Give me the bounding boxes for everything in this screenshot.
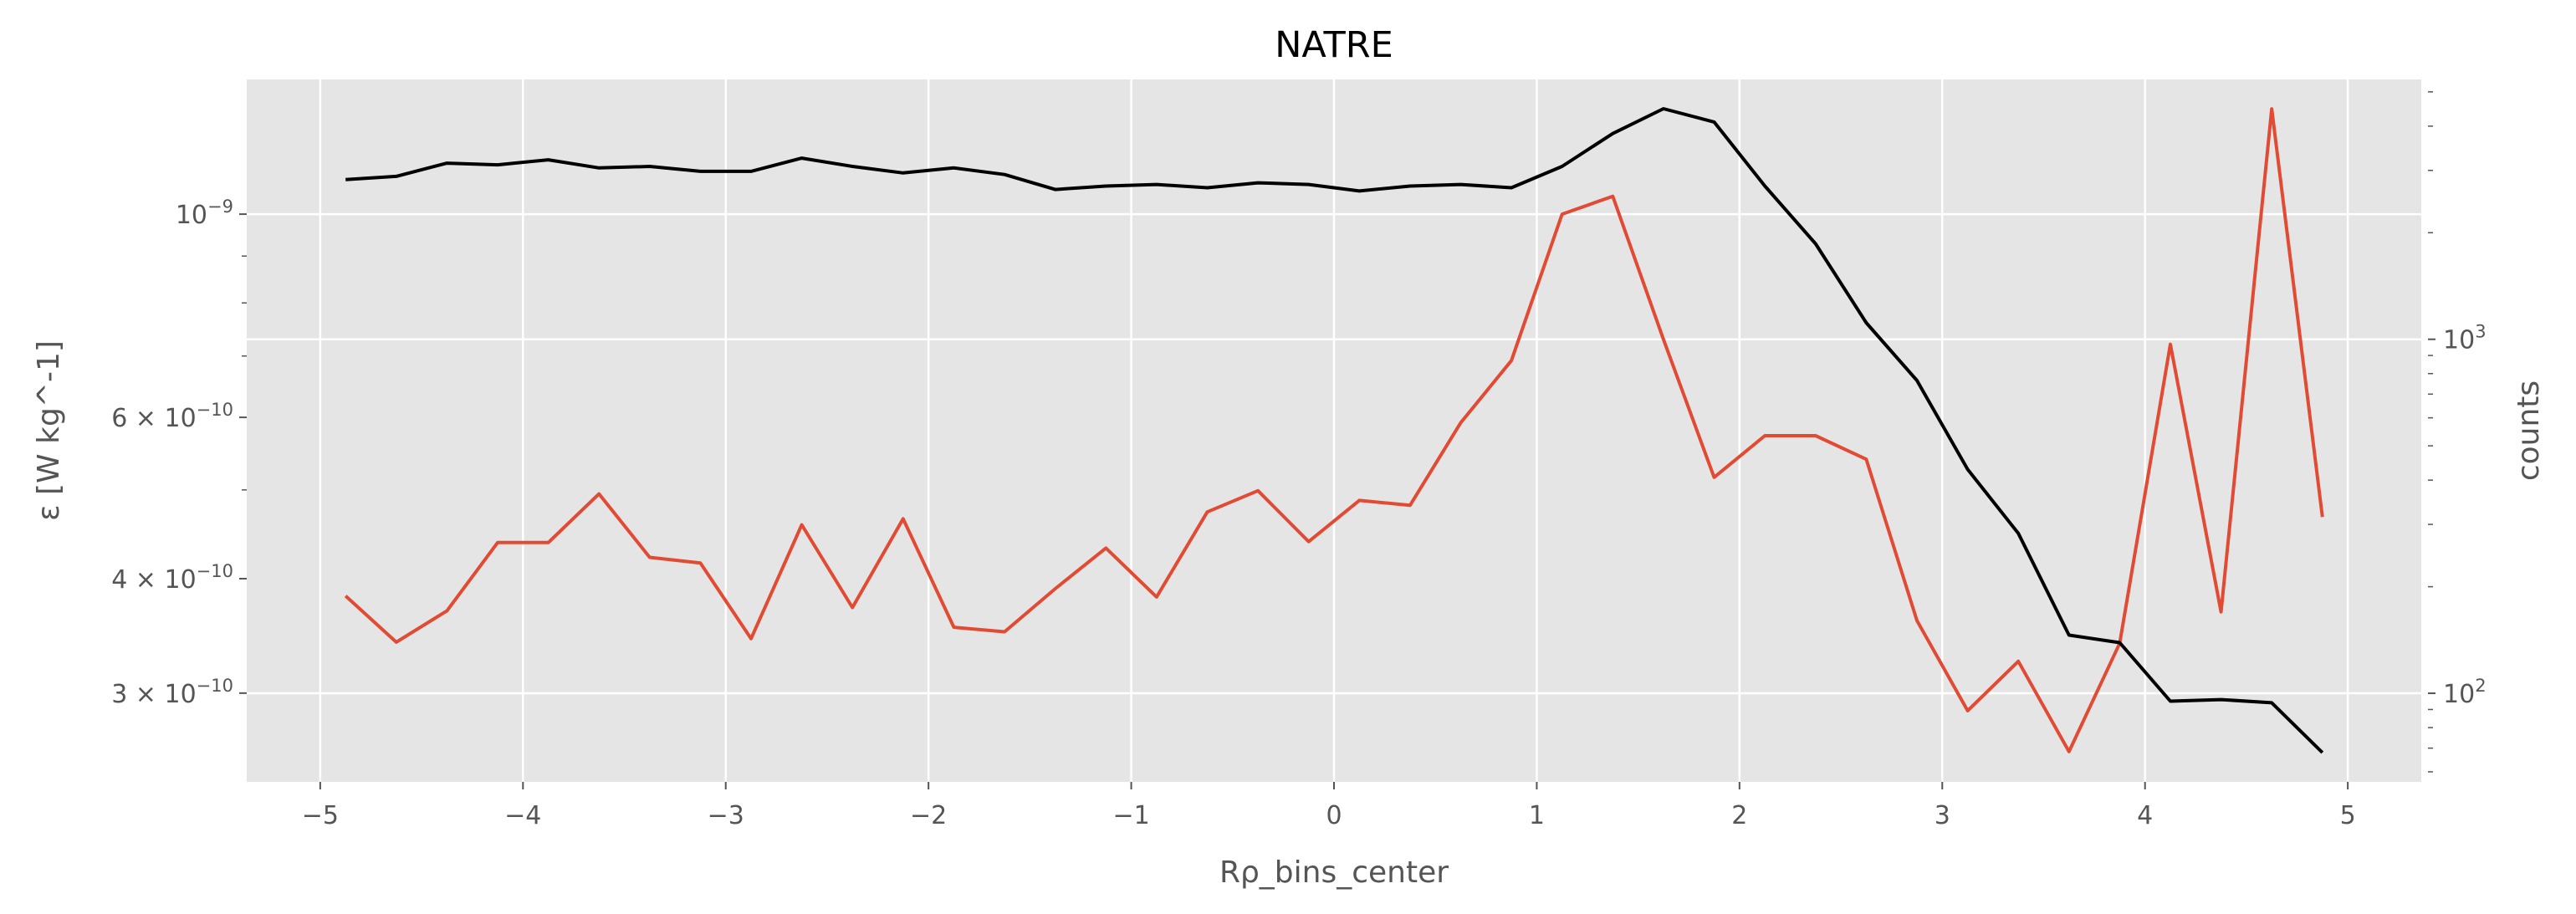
grid bbox=[247, 79, 2421, 782]
x-tick-label: 4 bbox=[2137, 801, 2153, 830]
epsilon-line bbox=[344, 107, 2324, 753]
x-tick-label: −5 bbox=[302, 801, 339, 830]
y-axis-right: 103 102 bbox=[2428, 91, 2487, 773]
x-tick-label: 0 bbox=[1326, 801, 1342, 830]
y-tick-label: 4 × 10−10 bbox=[111, 561, 233, 595]
x-tick-label: −2 bbox=[910, 801, 947, 830]
x-tick-label: 1 bbox=[1529, 801, 1545, 830]
x-tick-label: 2 bbox=[1731, 801, 1747, 830]
counts-line bbox=[345, 107, 2324, 754]
y-axis-label: ε [W kg^-1] bbox=[32, 340, 66, 521]
y-tick-label: 10−9 bbox=[176, 197, 233, 230]
y-tick-label: 6 × 10−10 bbox=[111, 400, 233, 433]
x-tick-label: −1 bbox=[1112, 801, 1149, 830]
y2-axis-label: counts bbox=[2512, 380, 2546, 481]
x-tick-label: 5 bbox=[2340, 801, 2356, 830]
x-tick-label: −4 bbox=[504, 801, 541, 830]
y2-tick-label: 102 bbox=[2443, 676, 2487, 709]
series-lines bbox=[344, 107, 2324, 754]
x-axis-label: Rρ_bins_center bbox=[1219, 855, 1449, 890]
y-tick-label: 3 × 10−10 bbox=[111, 676, 233, 709]
x-tick-label: −3 bbox=[708, 801, 744, 830]
x-tick-label: 3 bbox=[1935, 801, 1950, 830]
x-axis: −5 −4 −3 −2 −1 0 1 2 3 4 5 bbox=[302, 782, 2356, 830]
y-axis-left: 10−9 6 × 10−10 4 × 10−10 3 × 10−10 bbox=[111, 197, 247, 709]
y2-tick-label: 103 bbox=[2443, 322, 2487, 355]
chart-title: NATRE bbox=[1275, 24, 1393, 66]
